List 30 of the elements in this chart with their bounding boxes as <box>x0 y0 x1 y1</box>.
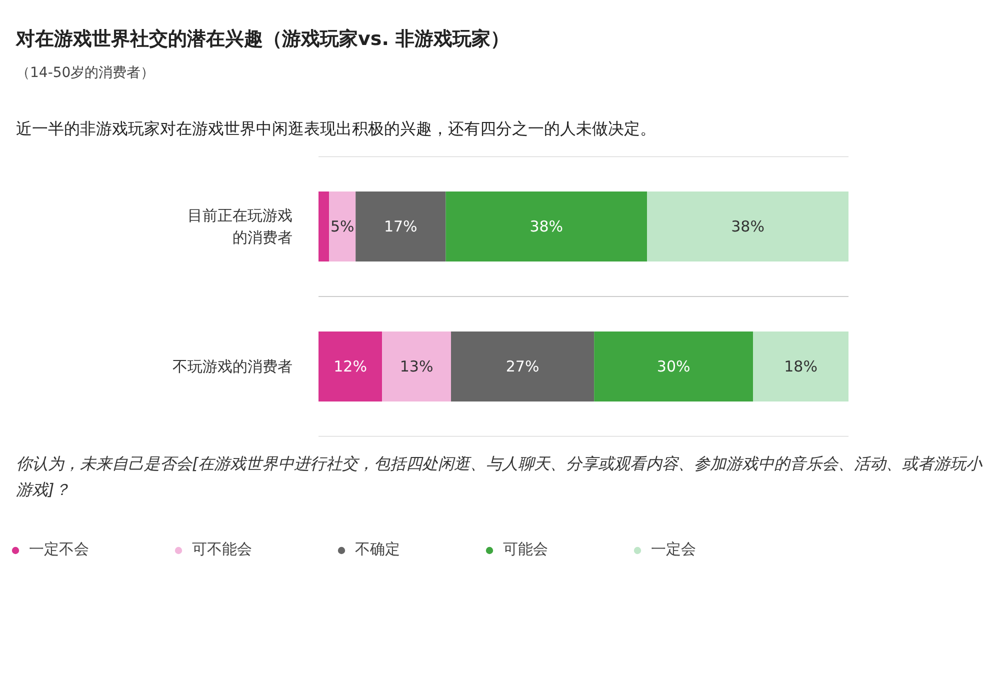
data-label: 12% <box>334 357 367 376</box>
y-tick-label: 不玩游戏的消费者 <box>172 357 292 376</box>
bar <box>318 331 382 402</box>
y-tick-label: 目前正在玩游戏的消费者 <box>188 206 292 246</box>
bar <box>594 331 754 402</box>
bar <box>329 191 356 262</box>
legend-label: 一定不会 <box>29 540 89 560</box>
legend-label: 可不能会 <box>192 540 252 560</box>
text: 近一半的非游戏玩家对在游戏世界中闲逛表现出积极的兴趣，还有四分之一的人未做决定。 <box>16 118 656 140</box>
bar <box>451 331 594 402</box>
bar <box>382 331 451 402</box>
data-label: 18% <box>784 357 818 376</box>
text: （14-50岁的消费者） <box>16 64 155 84</box>
data-label: 17% <box>384 217 418 236</box>
bar <box>356 191 446 262</box>
text: 你认为，未来自己是否会[在游戏世界中进行社交，包括四处闲逛、与人聊天、分享或观看内容、参加游戏中的音乐会、活动、或者游玩小游戏]？ <box>16 452 984 501</box>
chart-title: 对在游戏世界社交的潜在兴趣（游戏玩家vs. 非游戏玩家） <box>16 27 510 52</box>
bar <box>647 191 848 262</box>
data-label: 38% <box>530 217 564 236</box>
legend-label: 不确定 <box>355 540 400 560</box>
legend-label: 可能会 <box>503 540 548 560</box>
data-label: 5% <box>330 217 354 236</box>
legend-label: 一定会 <box>651 540 696 560</box>
bar <box>446 191 648 262</box>
bar <box>753 331 848 402</box>
data-label: 13% <box>400 357 434 376</box>
data-label: 38% <box>731 217 764 236</box>
data-label: 27% <box>506 357 540 376</box>
bar <box>318 191 330 262</box>
data-label: 30% <box>656 357 690 376</box>
